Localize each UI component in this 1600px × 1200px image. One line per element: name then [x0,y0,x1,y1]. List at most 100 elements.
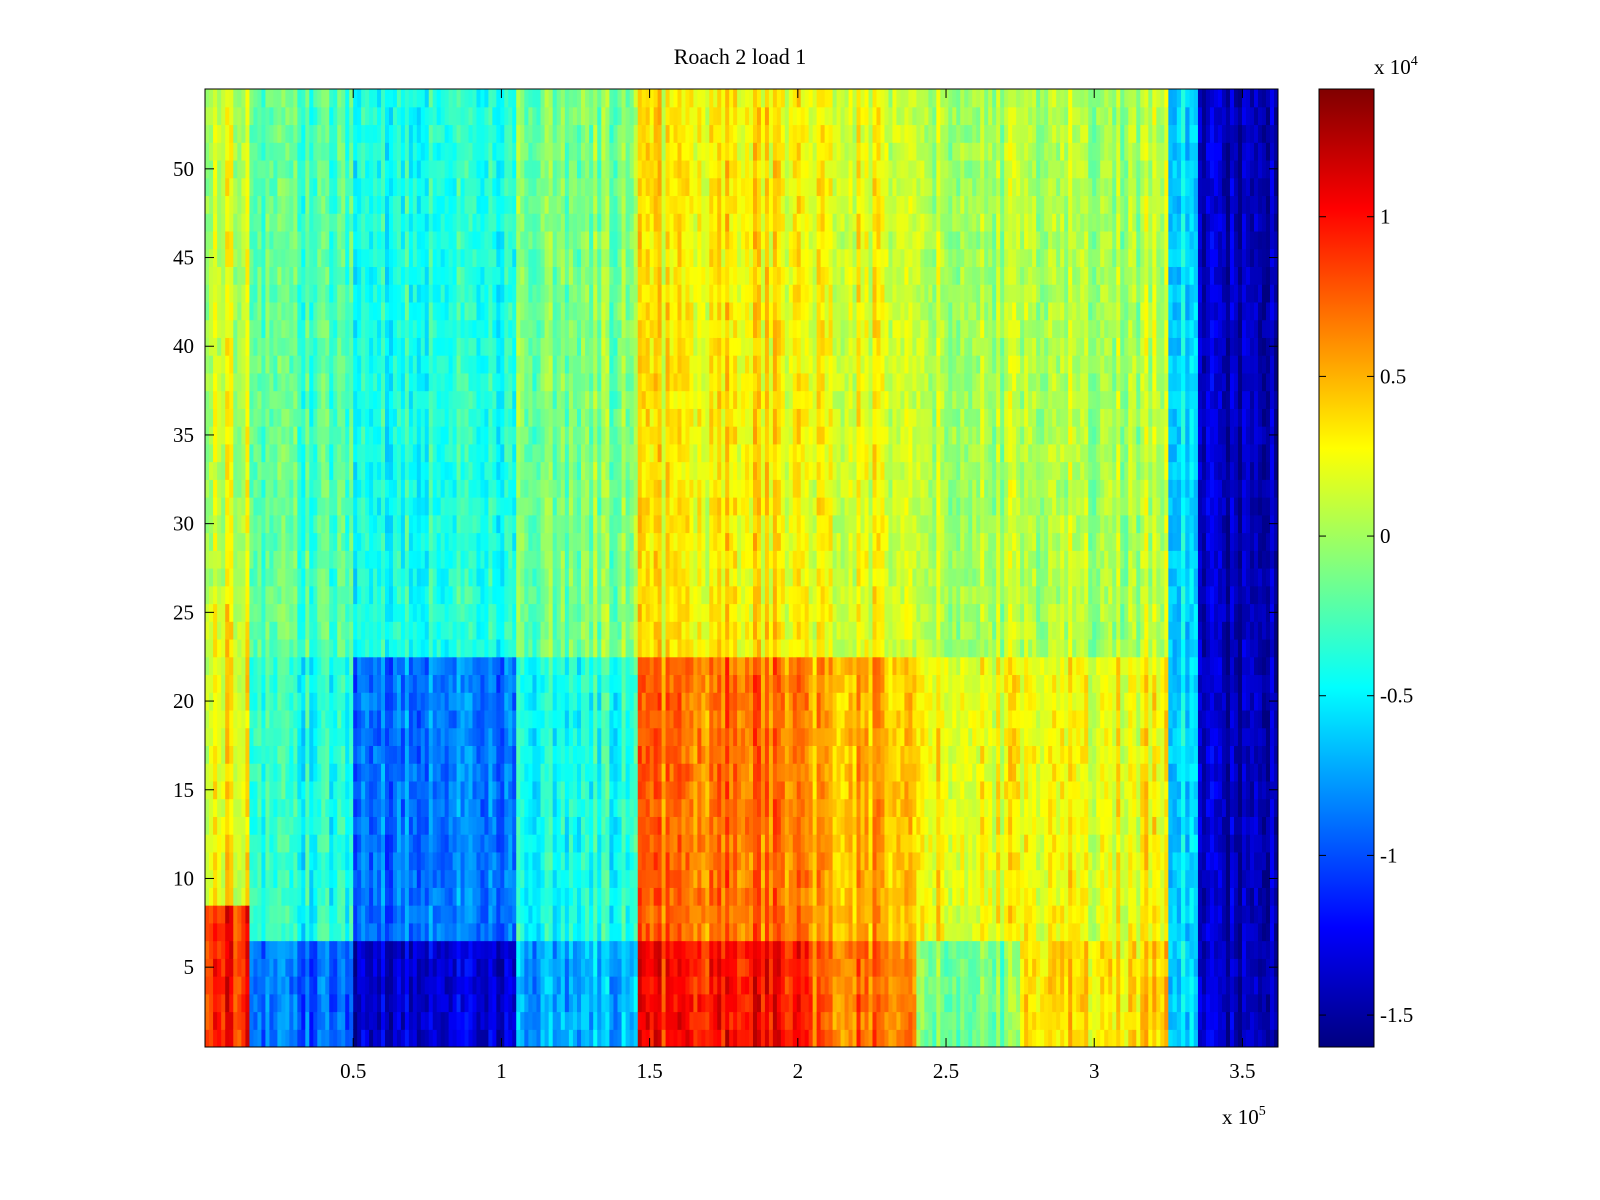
heatmap-cell [428,922,434,942]
heatmap-cell [233,372,238,392]
heatmap-cell [353,958,358,977]
heatmap-cell [500,213,505,232]
heatmap-cell [273,177,278,197]
heatmap-cell [365,798,370,817]
heatmap-cell [428,940,434,959]
heatmap-cell [404,89,410,108]
heatmap-cell [452,266,458,285]
heatmap-cell [301,301,306,321]
heatmap-cell [560,89,566,108]
heatmap-cell [424,230,430,250]
heatmap-cell [428,834,434,853]
heatmap-cell [508,461,513,480]
heatmap-cell [253,869,259,888]
heatmap-cell [385,940,390,959]
heatmap-cell [277,887,282,906]
heatmap-cell [516,922,521,942]
heatmap-cell [548,692,554,711]
heatmap-cell [241,674,247,693]
heatmap-cell [317,851,322,871]
heatmap-cell [436,922,442,942]
heatmap-cell [512,603,517,622]
heatmap-cell [213,106,218,126]
heatmap-cell [357,550,362,569]
heatmap-cell [221,159,226,179]
heatmap-cell [253,213,259,232]
heatmap-cell [337,195,342,214]
heatmap-cell [265,940,271,959]
heatmap-cell [365,603,370,622]
heatmap-cell [560,727,566,747]
heatmap-cell [321,106,326,126]
heatmap-cell [213,532,218,551]
heatmap-cell [552,337,558,356]
heatmap-cell [508,355,513,374]
heatmap-cell [237,798,242,817]
heatmap-cell [233,461,238,480]
heatmap-cell [369,532,374,551]
heatmap-cell [217,195,222,214]
heatmap-cell [480,976,486,995]
heatmap-cell [377,106,382,126]
heatmap-cell [548,976,554,995]
heatmap-cell [361,372,366,392]
heatmap-cell [484,798,489,817]
heatmap-cell [540,780,546,800]
heatmap-cell [357,674,362,693]
heatmap-cell [404,550,410,569]
heatmap-cell [432,124,438,143]
heatmap-cell [472,674,478,693]
heatmap-cell [548,337,554,356]
heatmap-cell [400,390,406,409]
heatmap-cell [388,692,394,711]
heatmap-cell [241,177,247,197]
heatmap-cell [265,905,271,924]
heatmap-cell [392,532,398,551]
heatmap-cell [488,763,493,782]
heatmap-cell [329,230,334,250]
heatmap-cell [377,869,382,888]
heatmap-cell [257,426,263,445]
heatmap-cell [528,514,534,534]
heatmap-cell [229,301,234,321]
heatmap-cell [349,89,354,108]
heatmap-cell [420,89,426,108]
heatmap-cell [285,248,290,268]
heatmap-cell [321,958,326,977]
heatmap-cell [221,834,226,853]
heatmap-cell [373,248,378,268]
heatmap-cell [544,266,550,285]
heatmap-cell [392,745,398,764]
heatmap-cell [349,763,354,782]
heatmap-cell [564,621,570,640]
heatmap-cell [205,213,210,232]
heatmap-cell [440,230,446,250]
heatmap-cell [440,514,446,534]
heatmap-cell [273,887,278,906]
heatmap-cell [532,319,538,338]
heatmap-cell [564,993,570,1013]
heatmap-cell [225,213,230,232]
heatmap-cell [468,780,474,800]
heatmap-cell [241,497,247,516]
heatmap-cell [257,727,263,747]
heatmap-cell [472,284,478,303]
heatmap-cell [345,958,350,977]
heatmap-cell [536,727,542,747]
heatmap-cell [285,958,290,977]
heatmap-cell [217,301,222,321]
heatmap-cell [492,922,497,942]
heatmap-cell [237,745,242,764]
heatmap-cell [532,603,538,622]
heatmap-cell [396,443,402,463]
heatmap-cell [560,301,566,321]
heatmap-cell [460,532,466,551]
heatmap-cell [253,763,259,782]
heatmap-cell [205,745,210,764]
heatmap-cell [544,638,550,658]
heatmap-cell [357,461,362,480]
heatmap-cell [357,426,362,445]
heatmap-cell [253,372,259,392]
heatmap-cell [476,585,482,605]
heatmap-cell [293,89,298,108]
